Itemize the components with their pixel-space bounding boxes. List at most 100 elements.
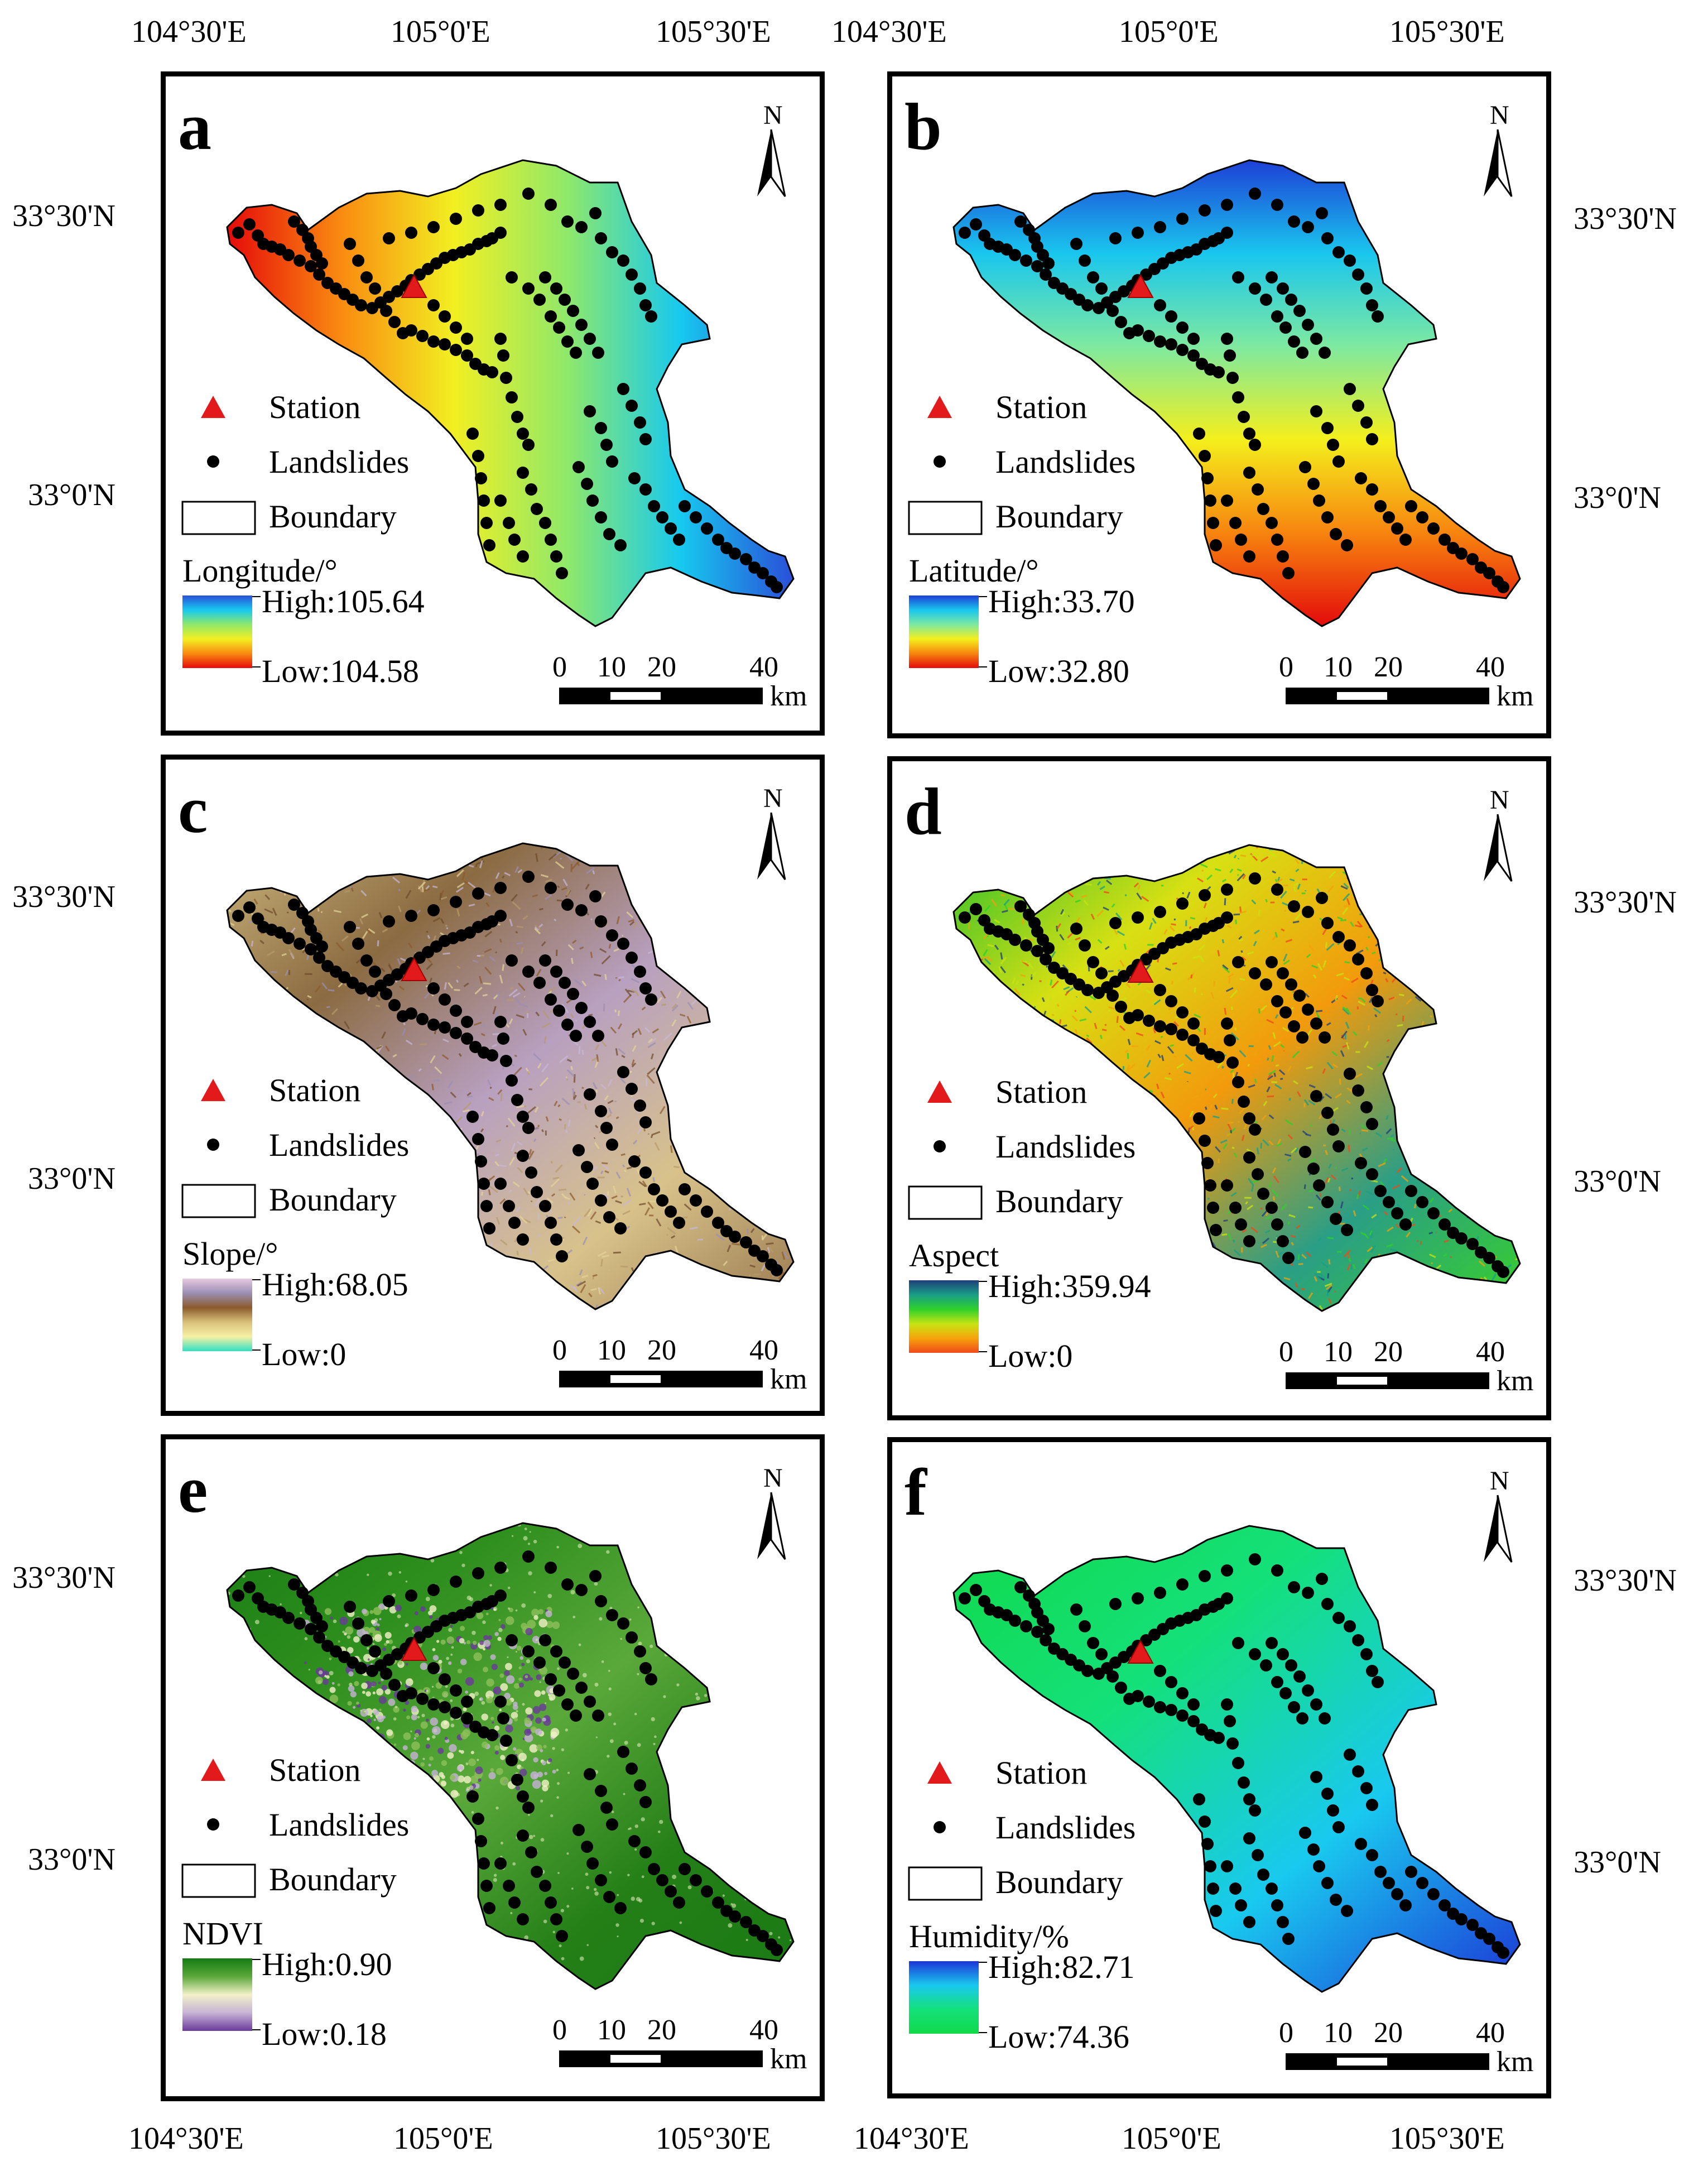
landslide-point bbox=[1221, 333, 1233, 345]
landslide-point bbox=[1249, 1648, 1261, 1660]
landslide-point bbox=[232, 227, 244, 239]
landslide-point bbox=[282, 1612, 295, 1624]
landslide-point bbox=[1266, 517, 1278, 529]
landslide-point bbox=[461, 1016, 473, 1028]
landslide-point bbox=[1352, 953, 1364, 966]
bottom-lon-label: 105°0'E bbox=[1122, 2121, 1221, 2156]
landslide-point bbox=[439, 1673, 451, 1685]
landslide-point bbox=[592, 1709, 604, 1722]
landslide-point bbox=[517, 467, 529, 479]
legend-landslides-label: Landslides bbox=[269, 1807, 409, 1843]
landslide-point bbox=[1466, 1238, 1479, 1250]
landslide-point bbox=[1221, 1860, 1233, 1872]
landslide-point bbox=[1355, 472, 1367, 484]
landslide-point bbox=[626, 952, 638, 964]
landslide-point bbox=[1213, 1051, 1225, 1063]
landslide-point bbox=[1109, 1598, 1122, 1610]
landslide-point bbox=[1399, 534, 1412, 546]
landslide-point bbox=[1106, 1670, 1119, 1683]
landslide-point bbox=[1405, 1185, 1417, 1197]
landslide-point bbox=[567, 305, 579, 317]
landslide-point bbox=[639, 1662, 652, 1674]
landslide-point bbox=[740, 553, 752, 565]
landslide-point bbox=[1009, 249, 1021, 261]
scale-tick-label: 40 bbox=[1476, 651, 1505, 683]
landslide-point bbox=[757, 1250, 769, 1262]
landslide-point bbox=[561, 215, 574, 228]
landslide-point bbox=[416, 1013, 429, 1025]
landslide-point bbox=[472, 450, 484, 462]
landslide-point bbox=[740, 1916, 752, 1928]
legend-high-value: High:82.71 bbox=[988, 1949, 1135, 1985]
landslide-point bbox=[617, 383, 629, 395]
landslide-point bbox=[522, 1802, 535, 1814]
landslide-point bbox=[545, 534, 557, 546]
landslide-point bbox=[673, 1896, 685, 1909]
landslide-point bbox=[1455, 1232, 1468, 1245]
legend-boundary-label: Boundary bbox=[269, 498, 397, 535]
landslide-point bbox=[959, 227, 971, 239]
landslide-point bbox=[1266, 956, 1278, 968]
landslide-point bbox=[600, 1122, 613, 1134]
landslide-point bbox=[1310, 1090, 1322, 1102]
landslide-point bbox=[427, 904, 440, 916]
landslide-point bbox=[1232, 956, 1244, 968]
landslide-point bbox=[1288, 1020, 1300, 1032]
landslide-point bbox=[1221, 1698, 1233, 1711]
landslide-point bbox=[617, 1746, 629, 1758]
panel-letter: e bbox=[178, 1452, 208, 1526]
landslide-point bbox=[344, 1601, 356, 1613]
region-boundary bbox=[952, 1525, 1521, 1993]
legend-low-value: Low:0 bbox=[262, 1336, 346, 1372]
landslide-point bbox=[1229, 1202, 1242, 1214]
landslide-point bbox=[600, 1802, 613, 1814]
scale-unit-label: km bbox=[1497, 1365, 1533, 1397]
landslide-point bbox=[1201, 1838, 1214, 1850]
landslide-point bbox=[1352, 1634, 1364, 1646]
landslide-point bbox=[1235, 534, 1247, 546]
panel-letter: d bbox=[904, 774, 942, 848]
landslide-point bbox=[405, 227, 417, 239]
panel-letter: b bbox=[904, 89, 942, 164]
left-lat-label: 33°30'N bbox=[12, 199, 116, 233]
landslide-point bbox=[494, 1562, 507, 1574]
landslide-point bbox=[500, 1735, 512, 1747]
landslide-point bbox=[450, 1005, 462, 1017]
landslide-point bbox=[344, 238, 356, 250]
landslide-point bbox=[1266, 1637, 1278, 1649]
landslide-point bbox=[545, 1896, 557, 1909]
landslide-point bbox=[1321, 1788, 1334, 1800]
landslide-point bbox=[648, 500, 660, 512]
landslide-point bbox=[1095, 967, 1108, 979]
landslide-point bbox=[522, 1550, 535, 1563]
landslide-point bbox=[525, 1846, 537, 1858]
landslide-point bbox=[1366, 1118, 1378, 1130]
landslide-point bbox=[1296, 1712, 1308, 1725]
landslide-point bbox=[1416, 511, 1428, 523]
landslide-point bbox=[1132, 227, 1144, 239]
landslide-point bbox=[1277, 550, 1289, 563]
landslide-point bbox=[1299, 1827, 1311, 1839]
landslide-point bbox=[506, 271, 518, 284]
top-lon-label: 105°30'E bbox=[1389, 15, 1505, 49]
top-lon-label: 105°0'E bbox=[391, 15, 490, 49]
landslide-point bbox=[1243, 1112, 1255, 1125]
landslide-point bbox=[592, 1030, 604, 1042]
landslide-point bbox=[1330, 1213, 1342, 1225]
landslide-point bbox=[1042, 257, 1055, 270]
landslide-point bbox=[506, 1074, 518, 1087]
map-panel-a: a N Station Landslides Boundary Longitude/° Hi… bbox=[161, 71, 825, 736]
north-arrow-icon bbox=[1484, 1495, 1513, 1563]
landslide-point bbox=[626, 1631, 638, 1644]
landslide-point bbox=[1087, 956, 1099, 968]
scale-tick-label: 20 bbox=[1374, 1336, 1403, 1368]
landslide-point bbox=[282, 932, 295, 944]
landslide-point bbox=[1319, 1031, 1331, 1044]
landslide-point bbox=[1070, 238, 1082, 250]
landslide-point bbox=[1154, 984, 1166, 996]
landslide-point bbox=[383, 915, 395, 928]
landslide-point bbox=[405, 324, 417, 337]
landslide-point bbox=[1187, 1034, 1200, 1046]
landslide-point bbox=[450, 213, 462, 225]
landslide-point bbox=[1366, 299, 1378, 311]
